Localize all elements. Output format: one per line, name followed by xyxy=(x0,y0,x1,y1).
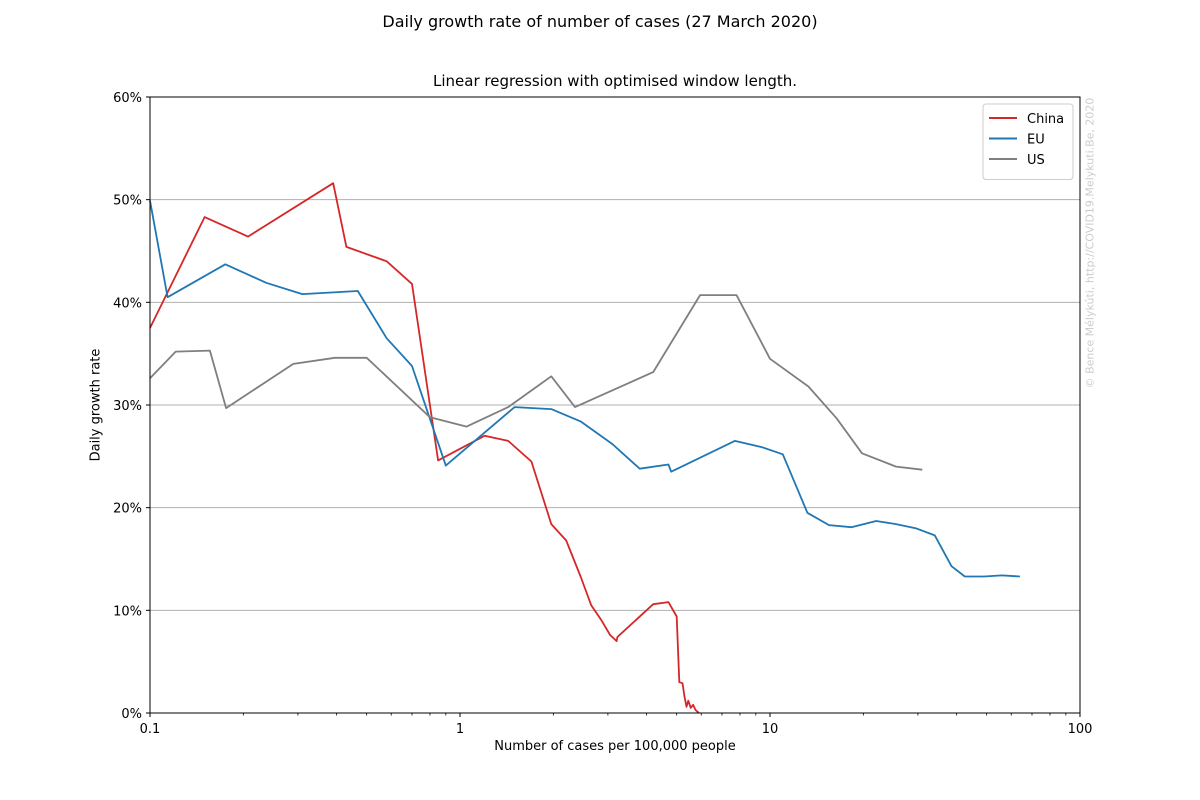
x-tick-label: 0.1 xyxy=(140,722,161,737)
y-tick-label: 20% xyxy=(113,502,142,517)
grid-lines xyxy=(150,199,1080,611)
axis-ticks: 0% 10% 20% 30% 40% 50% 60% 0.1 1 10 100 xyxy=(113,91,1092,737)
chart-title: Linear regression with optimised window … xyxy=(433,72,797,90)
y-tick-label: 10% xyxy=(113,604,142,619)
legend-label-eu: EU xyxy=(1027,133,1045,148)
legend-box xyxy=(982,103,1074,180)
legend-label-china: China xyxy=(1027,112,1064,127)
legend: China EU US xyxy=(982,103,1074,180)
x-tick-label: 10 xyxy=(762,722,779,737)
series-line-china xyxy=(149,182,700,714)
series-lines xyxy=(149,182,1020,714)
series-line-eu xyxy=(149,200,1020,578)
y-axis-label: Daily growth rate xyxy=(88,348,104,462)
x-tick-label: 1 xyxy=(456,722,464,737)
y-tick-label: 30% xyxy=(113,399,142,414)
y-tick-label: 40% xyxy=(113,296,142,311)
legend-label-us: US xyxy=(1027,153,1045,168)
figure-suptitle: Daily growth rate of number of cases (27… xyxy=(382,12,818,31)
y-tick-label: 0% xyxy=(121,707,142,722)
x-axis-label: Number of cases per 100,000 people xyxy=(494,739,736,754)
x-tick-label: 100 xyxy=(1068,722,1093,737)
copyright-watermark: © Bence Mélykúti, http://COVID19.Melykut… xyxy=(1083,97,1097,389)
y-tick-label: 50% xyxy=(113,194,142,209)
series-line-us xyxy=(149,294,923,471)
y-tick-label: 60% xyxy=(113,91,142,106)
